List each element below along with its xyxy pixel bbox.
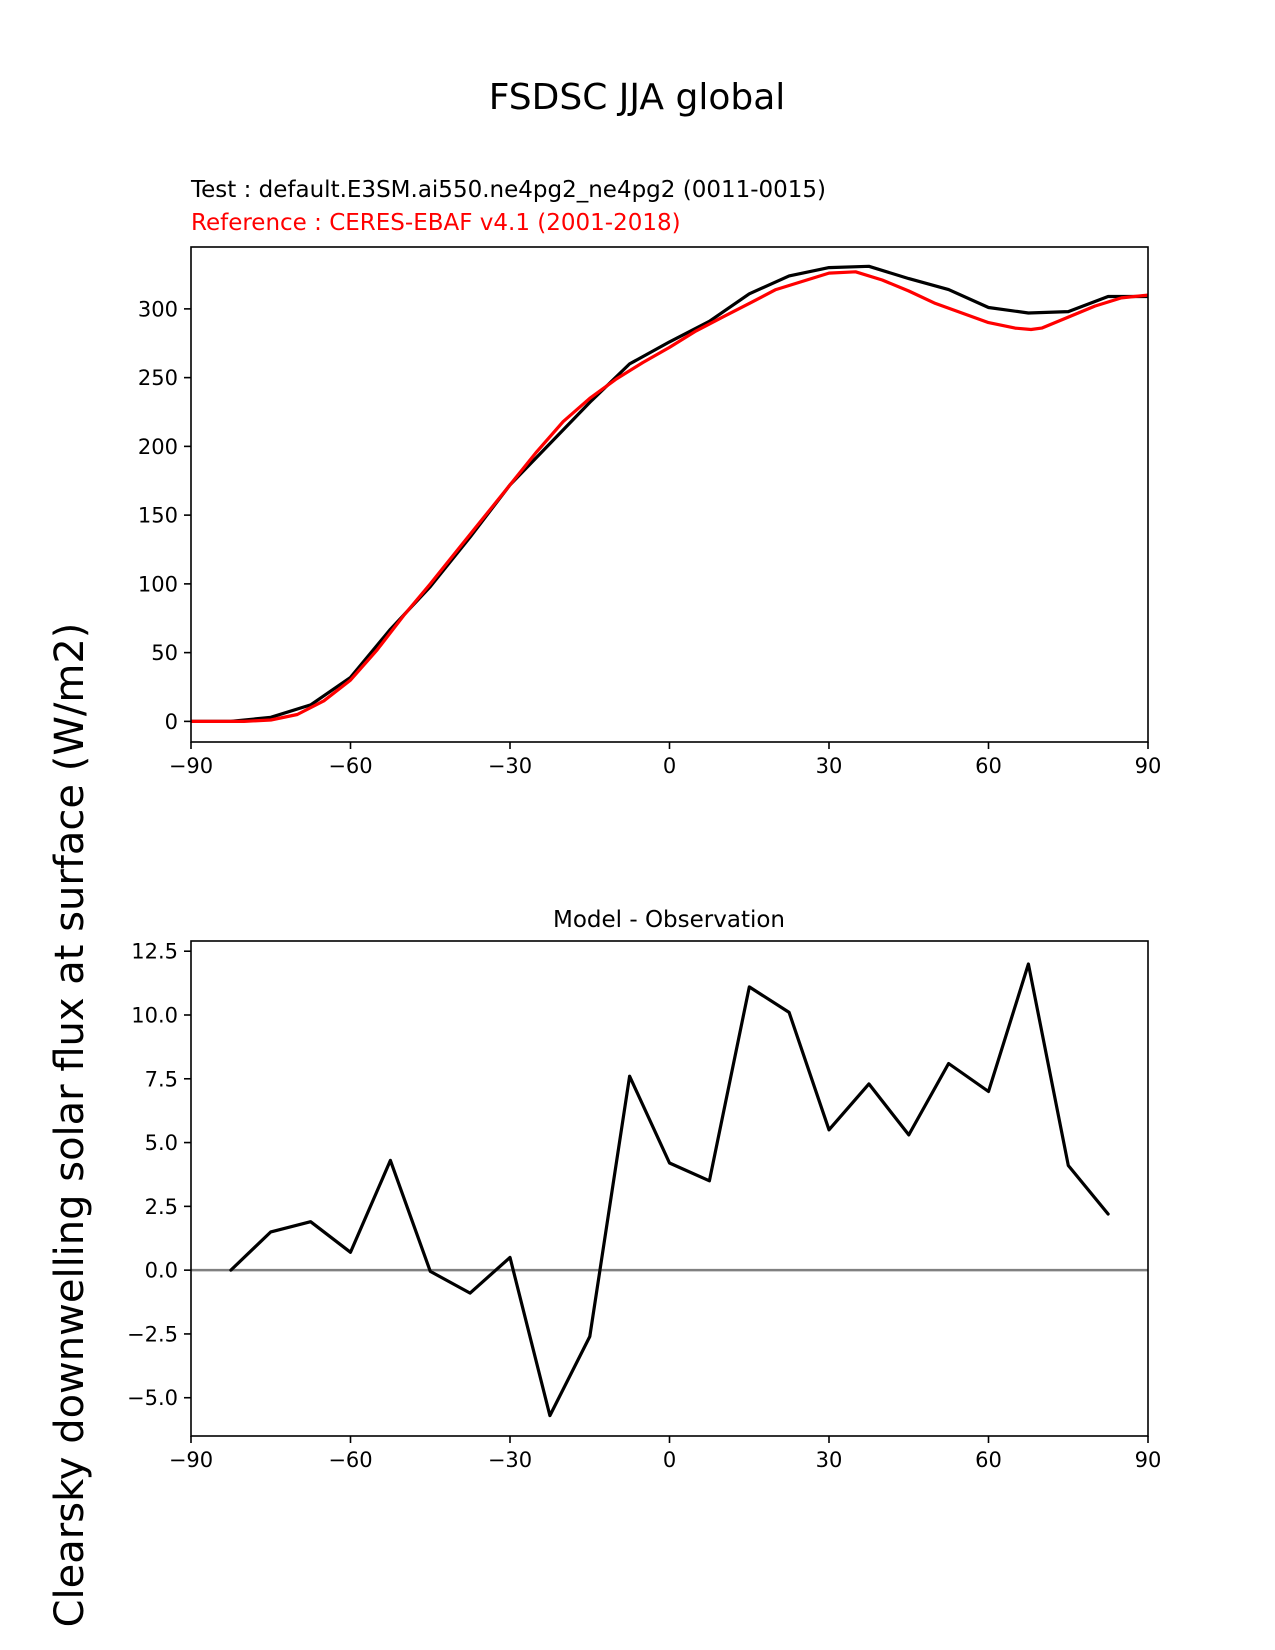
series-group [191,264,1148,724]
reference-series-line [191,270,1148,724]
flux-plot-area: −90 −60 −30 0 30 60 90 0 50 100 150 200 250 300 [138,246,1162,778]
x-tick-label: 30 [816,754,843,778]
test-label: Test : default.E3SM.ai550.ne4pg2_ne4pg2 … [190,177,826,203]
y-tick-label: −2.5 [127,1322,178,1346]
difference-panel: Model - Observation −90 −60 −30 0 30 60 90 −5.0… [127,907,1161,1472]
y-tick-label: −5.0 [127,1386,178,1410]
x-tick-label: −30 [488,1448,532,1472]
x-tick-label: 0 [663,754,676,778]
y-tick-label: 0 [165,710,178,734]
y-tick-label: 7.5 [145,1067,178,1091]
x-tick-label: −90 [169,754,213,778]
y-tick-label: 2.5 [145,1195,178,1219]
y-tick-label: 0.0 [145,1259,178,1283]
difference-plot-area: −90 −60 −30 0 30 60 90 −5.0 −2.5 0.0 2.5 5.0 7.5 10.0… [127,940,1161,1472]
difference-series-line [229,962,1110,1418]
x-tick-label: −60 [328,1448,372,1472]
x-tick-label: 60 [975,1448,1002,1472]
y-tick-label: 250 [138,366,178,390]
x-tick-label: −90 [169,1448,213,1472]
y-tick-label: 12.5 [131,940,178,964]
y-tick-label: 100 [138,572,178,596]
x-tick-label: 60 [975,754,1002,778]
y-tick-label: 300 [138,297,178,321]
y-tick-label: 10.0 [131,1003,178,1027]
flux-panel: Test : default.E3SM.ai550.ne4pg2_ne4pg2 … [138,177,1161,778]
figure-title: FSDSC JJA global [489,77,786,118]
x-tick-label: 90 [1135,754,1162,778]
x-tick-label: −30 [488,754,532,778]
x-tick-label: 90 [1135,1448,1162,1472]
figure-ylabel: Clearsky downwelling solar flux at surfa… [47,623,93,1628]
y-tick-label: 50 [151,641,178,665]
x-tick-label: 0 [663,1448,676,1472]
x-tick-label: −60 [328,754,372,778]
series-group [229,962,1110,1418]
test-series-line [191,264,1148,724]
reference-label: Reference : CERES-EBAF v4.1 (2001-2018) [191,210,681,236]
x-tick-label: 30 [816,1448,843,1472]
y-tick-label: 150 [138,504,178,528]
difference-title: Model - Observation [553,907,785,933]
y-tick-label: 5.0 [145,1131,178,1155]
y-tick-label: 200 [138,435,178,459]
